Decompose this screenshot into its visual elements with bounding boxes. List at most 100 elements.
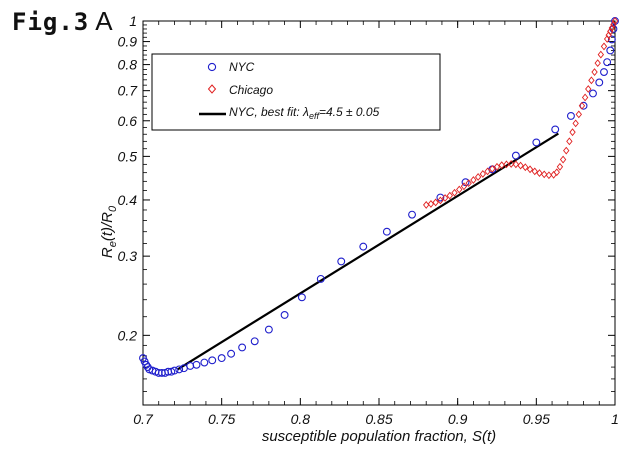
chicago-point [611, 17, 619, 25]
chicago-point [446, 191, 453, 200]
figure-number: Fig.3 [12, 8, 90, 36]
y-tick-label: 0.8 [118, 57, 138, 73]
chicago-point [489, 164, 496, 173]
nyc-point [408, 210, 416, 219]
chicago-point [553, 168, 560, 177]
chicago-point [507, 160, 515, 168]
chicago-point [594, 59, 601, 68]
chicago-point [460, 182, 468, 191]
y-tick-label: 0.2 [118, 327, 138, 343]
nyc-point [382, 227, 391, 236]
y-tick-label: 0.3 [118, 248, 138, 264]
plot-axes: 0.7 0.75 0.8 0.85 0.9 0.95 1 0.2 0.3 0.4 0.5 0.6 0.7… [118, 13, 619, 427]
y-tick-label: 0.5 [118, 148, 138, 164]
chicago-point [563, 146, 570, 155]
chicago-point [522, 163, 529, 172]
y-tick-label: 0.6 [118, 113, 138, 129]
nyc-point [200, 358, 209, 367]
chicago-point [600, 42, 608, 51]
chicago-point [581, 93, 589, 102]
nyc-point [551, 125, 560, 134]
chicago-point [578, 101, 586, 110]
legend-chicago-label: Chicago [229, 83, 273, 97]
y-tick-label: 1 [129, 13, 137, 29]
legend-fit-value: =4.5 ± 0.05 [319, 105, 380, 119]
x-axis-title: susceptible population fraction, S(t) [262, 428, 496, 445]
nyc-point [566, 111, 575, 120]
chicago-point [451, 188, 458, 197]
nyc-point [264, 325, 273, 334]
y-tick-label: 0.7 [118, 83, 139, 99]
chicago-point [517, 161, 524, 170]
chicago-point [536, 169, 543, 178]
chicago-point [585, 85, 592, 93]
nyc-point [359, 242, 368, 251]
chicago-point [550, 170, 557, 179]
nyc-point [600, 68, 608, 76]
nyc-point [606, 46, 615, 55]
chicago-point [588, 76, 595, 85]
nyc-point [595, 78, 604, 87]
nyc-point [589, 89, 597, 98]
nyc-point [208, 356, 217, 365]
nyc-point [316, 274, 325, 283]
nyc-point [192, 360, 201, 369]
y-tick-label: 0.4 [118, 192, 138, 208]
chicago-point [526, 165, 534, 174]
x-tick-label: 0.95 [523, 411, 550, 427]
nyc-point [579, 101, 588, 110]
legend-fit-prefix: NYC, best fit: [229, 105, 303, 119]
y-tick-label: 0.9 [118, 34, 138, 50]
chicago-point [437, 196, 444, 205]
x-tick-label: 1 [611, 411, 619, 427]
nyc-point [175, 365, 184, 374]
fit-line [177, 132, 559, 371]
chicago-point [503, 160, 510, 169]
chicago-point [541, 170, 548, 179]
nyc-point [337, 257, 346, 266]
legend: NYC Chicago NYC, best fit: λeff=4.5 ± 0.… [151, 53, 441, 131]
chicago-point [575, 110, 582, 119]
y-axis-title: Re(t)/R0 [99, 205, 119, 258]
figure-label: Fig.3 A [12, 6, 114, 37]
legend-fit-subscript: eff [309, 111, 321, 121]
nyc-point [511, 151, 520, 160]
chicago-point [569, 128, 576, 137]
chicago-point [591, 68, 598, 76]
nyc-point [217, 354, 226, 363]
nyc-point [227, 349, 236, 358]
chicago-point [427, 199, 435, 208]
nyc-point [280, 311, 289, 319]
chicago-point [559, 155, 567, 164]
x-tick-label: 0.8 [291, 411, 311, 427]
x-tick-label: 0.7 [133, 411, 154, 427]
data-marks [139, 17, 619, 377]
legend-nyc-marker [207, 62, 217, 72]
chicago-point [545, 171, 553, 180]
chicago-point [465, 179, 472, 188]
chicago-point [470, 176, 477, 184]
chicago-point [572, 119, 579, 128]
legend-fit-lambda: λ [302, 105, 309, 119]
nyc-point [170, 366, 179, 375]
x-tick-label: 0.9 [448, 411, 468, 427]
chicago-point [474, 173, 482, 181]
nyc-point [238, 343, 247, 352]
nyc-point [607, 35, 616, 44]
nyc-point [297, 293, 306, 302]
legend-nyc-label: NYC [229, 60, 255, 74]
legend-box [151, 53, 441, 131]
chicago-point [531, 167, 538, 176]
nyc-point [436, 193, 445, 202]
chicago-point [479, 170, 487, 178]
chicago-point [432, 198, 439, 207]
chicago-point [456, 185, 463, 194]
nyc-point [250, 337, 259, 346]
x-tick-label: 0.85 [365, 411, 392, 427]
nyc-point [603, 58, 612, 67]
chicago-point [441, 194, 449, 202]
chicago-point [493, 162, 501, 171]
nyc-point [186, 361, 195, 370]
chicago-point [498, 161, 505, 170]
